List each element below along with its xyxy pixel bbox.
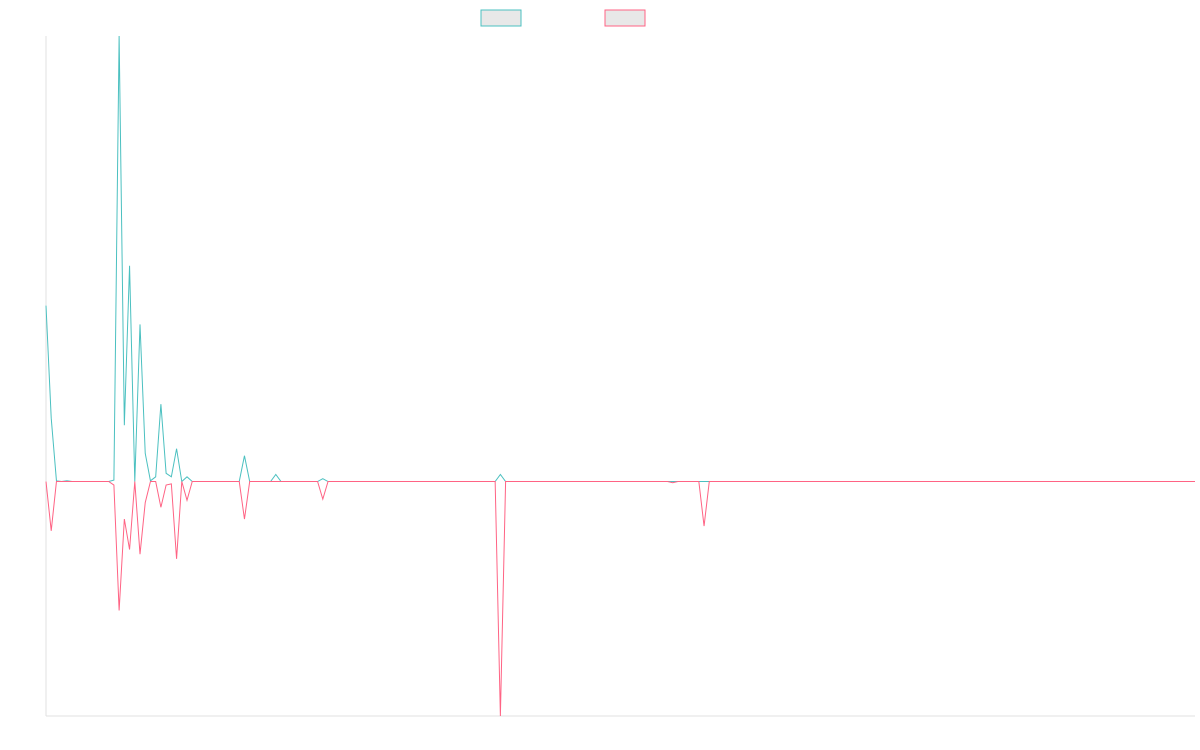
series-line-2 <box>45 481 1195 717</box>
legend-swatch-2[interactable] <box>604 9 646 27</box>
legend-item-1[interactable] <box>480 9 522 27</box>
legend-item-2[interactable] <box>604 9 646 27</box>
series-line-1 <box>45 35 1195 483</box>
legend-swatch-1[interactable] <box>480 9 522 27</box>
series-layer <box>45 35 1195 717</box>
legend[interactable] <box>480 9 646 27</box>
chart-axes <box>45 36 1195 717</box>
